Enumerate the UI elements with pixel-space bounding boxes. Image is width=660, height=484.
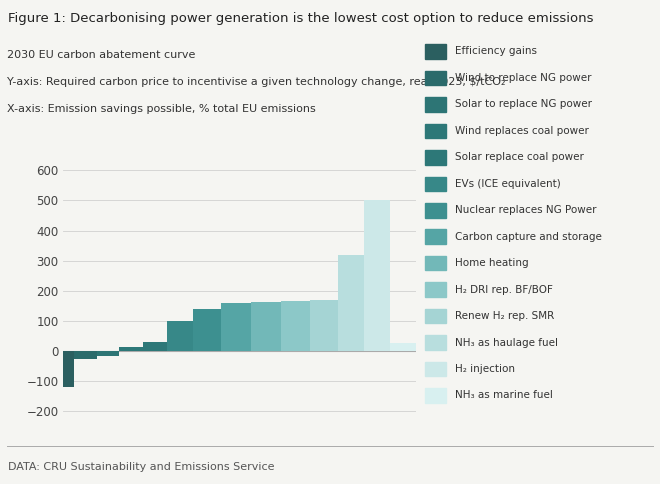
Text: H₂ DRI rep. BF/BOF: H₂ DRI rep. BF/BOF — [455, 285, 553, 295]
FancyBboxPatch shape — [425, 229, 446, 244]
Bar — [282, 302, 310, 351]
FancyBboxPatch shape — [425, 123, 446, 138]
Bar — [251, 302, 282, 351]
Text: Carbon capture and storage: Carbon capture and storage — [455, 232, 602, 242]
Bar — [167, 321, 193, 351]
Text: Figure 1: Decarbonising power generation is the lowest cost option to reduce emi: Figure 1: Decarbonising power generation… — [8, 12, 593, 25]
Text: Efficiency gains: Efficiency gains — [455, 46, 537, 57]
Bar — [63, 351, 73, 387]
FancyBboxPatch shape — [425, 177, 446, 191]
Text: EVs (ICE equivalent): EVs (ICE equivalent) — [455, 179, 561, 189]
Text: Renew H₂ rep. SMR: Renew H₂ rep. SMR — [455, 311, 554, 321]
Text: Solar replace coal power: Solar replace coal power — [455, 152, 584, 162]
Bar — [119, 347, 143, 351]
Text: H₂ injection: H₂ injection — [455, 364, 515, 374]
FancyBboxPatch shape — [425, 388, 446, 403]
Text: Home heating: Home heating — [455, 258, 529, 268]
Text: Solar to replace NG power: Solar to replace NG power — [455, 99, 592, 109]
Text: 2030 EU carbon abatement curve: 2030 EU carbon abatement curve — [7, 50, 196, 60]
Text: Wind to replace NG power: Wind to replace NG power — [455, 73, 592, 83]
FancyBboxPatch shape — [425, 150, 446, 165]
Bar — [364, 200, 390, 351]
FancyBboxPatch shape — [425, 335, 446, 350]
Bar — [98, 351, 119, 356]
Bar — [73, 351, 98, 359]
FancyBboxPatch shape — [425, 71, 446, 85]
Bar — [390, 343, 416, 351]
Text: X-axis: Emission savings possible, % total EU emissions: X-axis: Emission savings possible, % tot… — [7, 105, 316, 114]
Bar — [143, 342, 167, 351]
Text: Nuclear replaces NG Power: Nuclear replaces NG Power — [455, 205, 597, 215]
FancyBboxPatch shape — [425, 97, 446, 112]
Text: NH₃ as marine fuel: NH₃ as marine fuel — [455, 391, 553, 400]
Bar — [193, 309, 221, 351]
FancyBboxPatch shape — [425, 44, 446, 59]
FancyBboxPatch shape — [425, 362, 446, 376]
Text: NH₃ as haulage fuel: NH₃ as haulage fuel — [455, 337, 558, 348]
Text: Y-axis: Required carbon price to incentivise a given technology change, real 202: Y-axis: Required carbon price to incenti… — [7, 77, 506, 87]
Bar — [310, 300, 338, 351]
Text: Wind replaces coal power: Wind replaces coal power — [455, 126, 589, 136]
FancyBboxPatch shape — [425, 309, 446, 323]
FancyBboxPatch shape — [425, 256, 446, 271]
FancyBboxPatch shape — [425, 203, 446, 217]
Text: DATA: CRU Sustainability and Emissions Service: DATA: CRU Sustainability and Emissions S… — [8, 462, 275, 471]
FancyBboxPatch shape — [425, 282, 446, 297]
Bar — [338, 255, 364, 351]
Bar — [221, 302, 251, 351]
